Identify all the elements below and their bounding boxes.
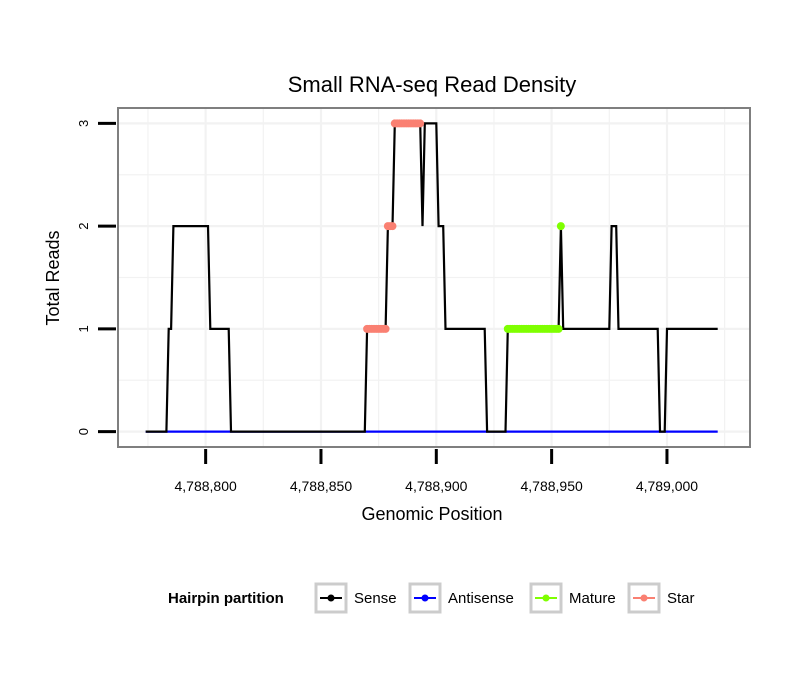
- legend: Hairpin partition Sense Antisense Mature St…: [168, 582, 695, 614]
- star-point: [381, 324, 390, 333]
- star-point: [388, 222, 397, 231]
- x-tick-label: 4,788,900: [405, 478, 467, 494]
- mature-point: [554, 324, 563, 333]
- star-point: [416, 119, 425, 128]
- series-layer: [145, 119, 718, 433]
- mature-legend-dot: [542, 594, 550, 602]
- x-tick-label: 4,788,800: [175, 478, 237, 494]
- sense-legend-label: Sense: [354, 590, 397, 607]
- legend-title: Hairpin partition: [168, 590, 284, 607]
- star-legend-dot: [640, 594, 648, 602]
- y-tick-label: 2: [76, 223, 91, 230]
- x-axis-title: Genomic Position: [361, 504, 502, 524]
- y-tick-label: 1: [76, 325, 91, 332]
- antisense-legend-label: Antisense: [448, 590, 514, 607]
- plot-grid: [118, 108, 750, 447]
- sense-legend-dot: [327, 594, 335, 602]
- mature-point: [556, 222, 565, 231]
- mature-legend-label: Mature: [569, 590, 616, 607]
- antisense-legend-dot: [421, 594, 429, 602]
- plot-panel-border: [117, 107, 751, 448]
- star-legend-label: Star: [667, 590, 695, 607]
- sense-series-line: [145, 122, 718, 433]
- y-tick-label: 3: [76, 120, 91, 127]
- x-tick-label: 4,789,000: [636, 478, 698, 494]
- x-axis: 4,788,800 4,788,850 4,788,900 4,788,950 4,78…: [175, 449, 698, 494]
- y-axis: 0 1 2 3: [76, 120, 116, 435]
- x-tick-label: 4,788,950: [520, 478, 582, 494]
- chart-title: Small RNA-seq Read Density: [288, 72, 577, 97]
- y-tick-label: 0: [76, 428, 91, 435]
- x-tick-label: 4,788,850: [290, 478, 352, 494]
- y-axis-title: Total Reads: [43, 230, 63, 325]
